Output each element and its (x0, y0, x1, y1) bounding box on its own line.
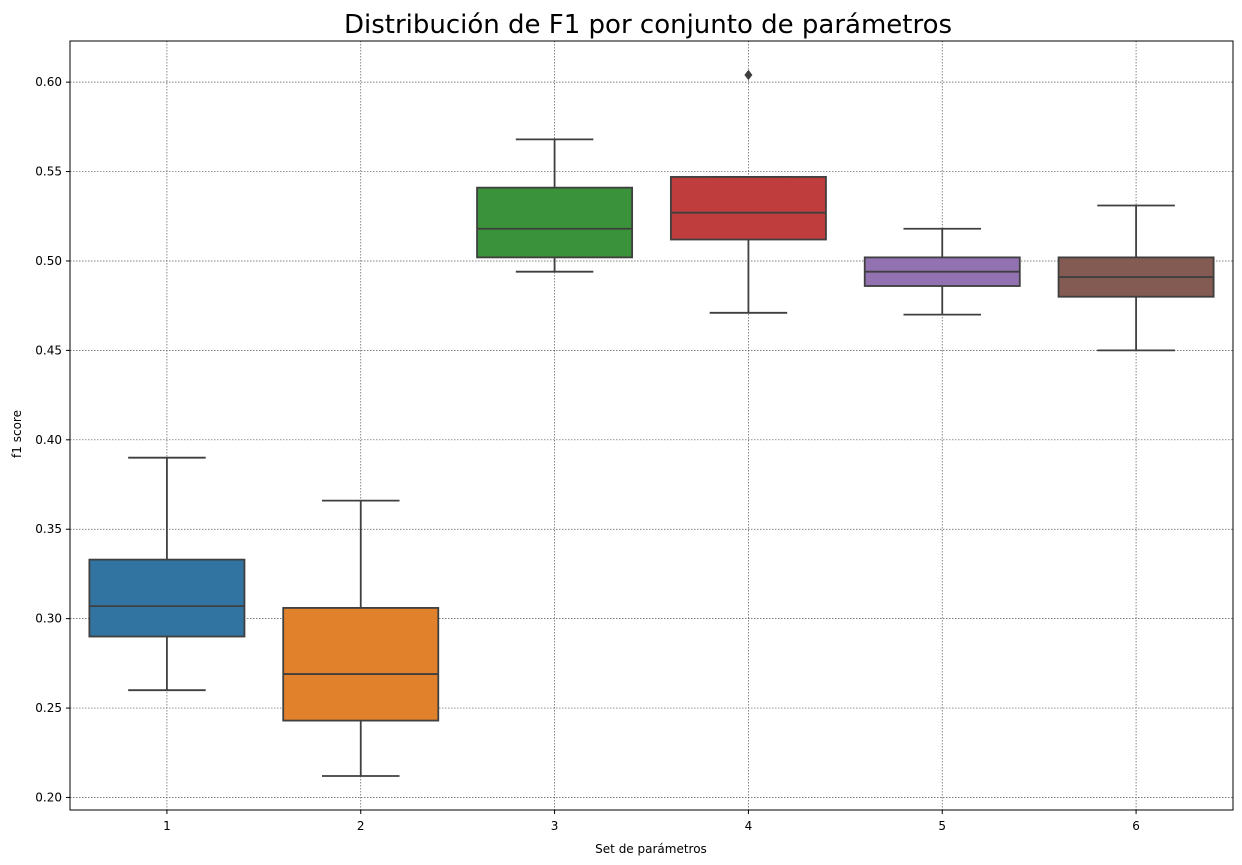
y-tick-label: 0.60 (35, 75, 62, 89)
x-tick-label: 4 (745, 819, 753, 833)
box-group-3 (476, 138, 634, 273)
chart-title: Distribución de F1 por conjunto de parám… (344, 10, 952, 40)
box-body (476, 186, 634, 259)
plot-frame (69, 40, 1234, 811)
boxes (88, 69, 1215, 777)
box-group-5 (863, 227, 1021, 316)
x-tick-label: 1 (163, 819, 171, 833)
box-group-2 (282, 499, 440, 777)
box-body (88, 558, 246, 638)
box-body (282, 607, 440, 722)
y-tick-label: 0.45 (35, 343, 62, 357)
y-tick-label: 0.25 (35, 701, 62, 715)
x-tick-label: 5 (938, 819, 946, 833)
y-tick-label: 0.55 (35, 165, 62, 179)
box-group-4 (669, 69, 827, 314)
outlier-point (744, 69, 753, 81)
box-group-1 (88, 456, 246, 692)
x-tick-label: 6 (1132, 819, 1140, 833)
y-tick-label: 0.50 (35, 254, 62, 268)
box-body (669, 176, 827, 241)
x-tick-label: 2 (357, 819, 365, 833)
axis-ticks: 0.20 0.25 0.30 0.35 0.40 0.45 0.50 0.55 0.60 1 2 3 4… (35, 75, 1140, 833)
x-axis-label: Set de parámetros (595, 842, 707, 856)
box-group-6 (1057, 204, 1215, 352)
y-tick-label: 0.30 (35, 612, 62, 626)
x-tick-label: 3 (551, 819, 559, 833)
y-tick-label: 0.35 (35, 522, 62, 536)
y-tick-label: 0.40 (35, 433, 62, 447)
y-tick-label: 0.20 (35, 790, 62, 804)
y-axis-label: f1 score (10, 410, 24, 458)
grid-lines (70, 41, 1233, 810)
